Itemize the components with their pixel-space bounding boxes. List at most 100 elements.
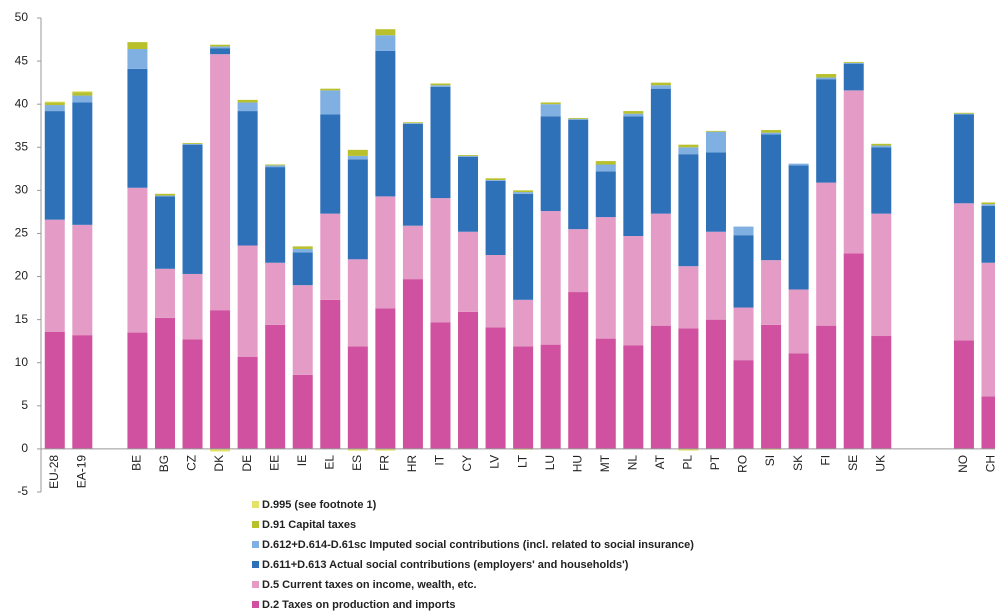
bar-segment: [72, 224, 93, 336]
bar-segment: [623, 116, 644, 237]
y-tick-label: 0: [21, 441, 28, 455]
bar-segment: [953, 340, 974, 449]
bar-segment: [871, 145, 892, 148]
bar-segment: [320, 114, 341, 214]
bar-segment: [154, 317, 175, 449]
bar-segment: [678, 328, 699, 449]
x-tick-label: EU-28: [47, 455, 61, 489]
bar-segment: [44, 331, 65, 449]
x-tick-label: ES: [350, 455, 364, 471]
bar-segment: [72, 335, 93, 449]
x-tick-label: DE: [240, 455, 254, 472]
bar-segment: [981, 262, 995, 397]
bar-segment: [733, 235, 754, 308]
bar-segment: [568, 119, 589, 230]
bar-segment: [513, 346, 534, 449]
bar-segment: [788, 165, 809, 290]
bar-segment: [430, 322, 451, 449]
bar-segment: [347, 346, 368, 449]
bar-segment: [568, 292, 589, 449]
bar-segment: [347, 259, 368, 347]
bar-segment: [237, 99, 258, 103]
bar-segment: [485, 178, 506, 181]
bar-segment: [650, 82, 671, 86]
y-tick-label: 45: [15, 53, 29, 67]
bar-segment: [154, 195, 175, 197]
bar-segment: [430, 85, 451, 87]
bar-segment: [623, 111, 644, 114]
x-tick-label: BE: [130, 455, 144, 471]
bar-segment: [237, 245, 258, 357]
bar-segment: [72, 92, 93, 96]
bar-segment: [127, 42, 148, 50]
y-tick-label: 10: [15, 355, 29, 369]
bar-segment: [871, 147, 892, 214]
x-tick-label: PL: [681, 455, 695, 470]
y-tick-label: 20: [15, 269, 29, 283]
bar-segment: [347, 149, 368, 156]
bar-segment: [485, 180, 506, 181]
x-tick-label: LU: [543, 455, 557, 470]
bar-segment: [72, 95, 93, 103]
bar-segment: [540, 104, 561, 117]
bar-segment: [678, 266, 699, 329]
bar-segment: [816, 182, 837, 326]
bar-segment: [320, 90, 341, 115]
bar-segment: [981, 204, 995, 206]
bar-segment: [513, 299, 534, 347]
bar-segment: [182, 339, 203, 449]
bar-segment: [237, 111, 258, 246]
bar-segment: [402, 124, 423, 226]
x-tick-label: BG: [157, 455, 171, 472]
bar-segment: [761, 260, 782, 325]
bar-segment: [458, 155, 479, 156]
bar-segment: [210, 448, 231, 452]
legend-swatch: [252, 601, 259, 608]
bar-segment: [788, 163, 809, 166]
bar-segment: [127, 68, 148, 188]
bar-segment: [44, 101, 65, 103]
bar-segment: [265, 324, 286, 449]
bar-segment: [705, 130, 726, 132]
bar-segment: [650, 88, 671, 214]
legend-swatch: [252, 501, 259, 508]
bar-segment: [540, 344, 561, 449]
x-tick-label: UK: [873, 455, 887, 472]
legend-label: D.611+D.613 Actual social contributions …: [262, 559, 629, 571]
bar-segment: [733, 360, 754, 449]
bar-segment: [650, 213, 671, 326]
bar-segment: [871, 336, 892, 449]
bar-segment: [375, 308, 396, 449]
x-tick-label: SE: [846, 455, 860, 471]
bar-segment: [210, 48, 231, 55]
bar-segment: [320, 299, 341, 449]
bar-segment: [513, 192, 534, 194]
bar-segment: [705, 319, 726, 449]
bar-segment: [816, 74, 837, 78]
bar-segment: [733, 307, 754, 361]
bar-segment: [568, 117, 589, 119]
x-tick-label: CY: [460, 455, 474, 472]
legend-swatch: [252, 581, 259, 588]
y-tick-label: 5: [21, 398, 28, 412]
bar-segment: [513, 193, 534, 300]
bar-segment: [761, 134, 782, 261]
x-tick-label: SI: [763, 455, 777, 466]
x-tick-label: SK: [791, 455, 805, 471]
bar-segment: [953, 114, 974, 204]
bar-segment: [705, 152, 726, 232]
bar-segment: [458, 155, 479, 157]
x-tick-label: DK: [212, 455, 226, 472]
bar-segment: [733, 226, 754, 236]
bar-segment: [953, 203, 974, 341]
bar-segment: [568, 229, 589, 293]
bar-segment: [485, 255, 506, 328]
bar-segment: [843, 90, 864, 254]
bar-segment: [761, 324, 782, 449]
legend-label: D.5 Current taxes on income, wealth, etc…: [262, 579, 477, 591]
bar-segment: [430, 83, 451, 86]
x-tick-label: FI: [818, 455, 832, 466]
bar-segment: [981, 202, 995, 205]
bar-segment: [402, 123, 423, 125]
